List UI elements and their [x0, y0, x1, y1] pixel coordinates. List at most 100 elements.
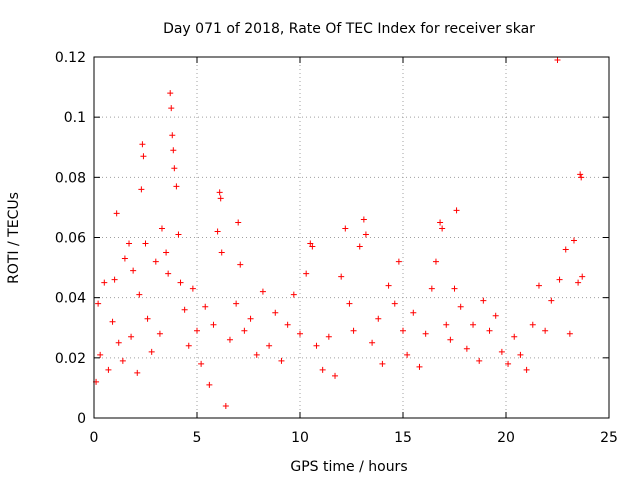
data-point	[325, 333, 332, 340]
data-point	[453, 207, 460, 214]
y-tick-label: 0.08	[55, 170, 86, 186]
data-point	[332, 372, 339, 379]
data-point	[457, 303, 464, 310]
data-point	[476, 357, 483, 364]
data-point	[369, 339, 376, 346]
x-tick-label: 20	[497, 430, 515, 446]
data-point	[443, 321, 450, 328]
data-point	[556, 276, 563, 283]
x-tick-label: 0	[90, 430, 99, 446]
data-point	[575, 279, 582, 286]
data-point	[175, 231, 182, 238]
y-tick-label: 0.12	[55, 50, 86, 66]
data-point	[400, 327, 406, 334]
x-axis-label: GPS time / hours	[290, 459, 407, 475]
data-point	[562, 246, 569, 253]
data-point	[101, 279, 108, 286]
y-tick-label: 0.06	[55, 231, 86, 247]
data-point	[185, 342, 192, 349]
data-point	[470, 321, 477, 328]
data-point	[163, 249, 170, 256]
data-point	[480, 297, 487, 304]
data-point	[177, 279, 184, 286]
data-point	[97, 351, 104, 358]
y-tick-label: 0	[77, 411, 86, 427]
data-point	[566, 330, 573, 337]
data-point	[206, 381, 213, 388]
data-point	[439, 225, 446, 232]
data-point	[189, 285, 196, 292]
data-point	[548, 297, 555, 304]
axis-ticks	[93, 56, 610, 419]
data-point	[136, 291, 143, 298]
data-point	[463, 345, 470, 352]
data-point	[272, 309, 279, 316]
data-point	[313, 342, 320, 349]
y-tick-labels: 0 0.02 0.04 0.06 0.08 0.1 0.12	[55, 50, 86, 427]
data-point	[216, 189, 223, 196]
data-point	[119, 357, 126, 364]
data-point	[422, 330, 429, 337]
data-point	[505, 360, 512, 367]
data-point	[148, 348, 155, 355]
data-point	[486, 327, 493, 334]
data-point	[278, 357, 285, 364]
data-point	[404, 351, 411, 358]
data-point	[140, 153, 147, 160]
data-point	[517, 351, 524, 358]
data-point	[542, 327, 549, 334]
data-point	[95, 300, 102, 307]
x-tick-label: 25	[600, 430, 618, 446]
data-point	[416, 363, 423, 370]
y-tick-label: 0.04	[55, 291, 86, 307]
data-point	[128, 333, 135, 340]
data-point	[379, 360, 386, 367]
data-point	[115, 339, 122, 346]
data-point	[346, 300, 353, 307]
data-point	[395, 258, 402, 265]
grid-lines	[94, 57, 609, 418]
data-point	[529, 321, 536, 328]
data-point	[432, 258, 439, 265]
data-point	[144, 315, 151, 322]
data-point	[202, 303, 209, 310]
data-point	[233, 300, 240, 307]
data-point	[535, 282, 542, 289]
x-tick-label: 5	[193, 430, 202, 446]
data-point	[511, 333, 518, 340]
data-point	[350, 327, 357, 334]
data-point	[169, 132, 176, 139]
data-point	[156, 330, 163, 337]
data-point	[253, 351, 260, 358]
data-point	[235, 219, 242, 226]
data-point	[579, 273, 586, 280]
data-point	[523, 366, 530, 373]
data-point	[342, 225, 349, 232]
data-point	[138, 186, 145, 193]
data-point	[570, 237, 577, 244]
data-point	[139, 141, 146, 148]
data-point	[152, 258, 159, 265]
data-point	[266, 342, 273, 349]
data-point	[171, 165, 178, 172]
data-point	[194, 327, 200, 334]
data-point	[307, 240, 314, 247]
data-point	[290, 291, 297, 298]
data-point	[437, 219, 444, 226]
data-point	[113, 210, 120, 217]
data-point	[226, 336, 233, 343]
data-point	[142, 240, 149, 247]
data-point	[303, 270, 310, 277]
data-point	[173, 183, 180, 190]
data-point	[158, 225, 165, 232]
data-point	[237, 261, 244, 268]
data-point	[168, 105, 175, 112]
data-point	[198, 360, 205, 367]
data-point	[428, 285, 435, 292]
data-point	[391, 300, 398, 307]
y-tick-label: 0.02	[55, 351, 86, 367]
data-point	[284, 321, 291, 328]
data-point	[375, 315, 382, 322]
